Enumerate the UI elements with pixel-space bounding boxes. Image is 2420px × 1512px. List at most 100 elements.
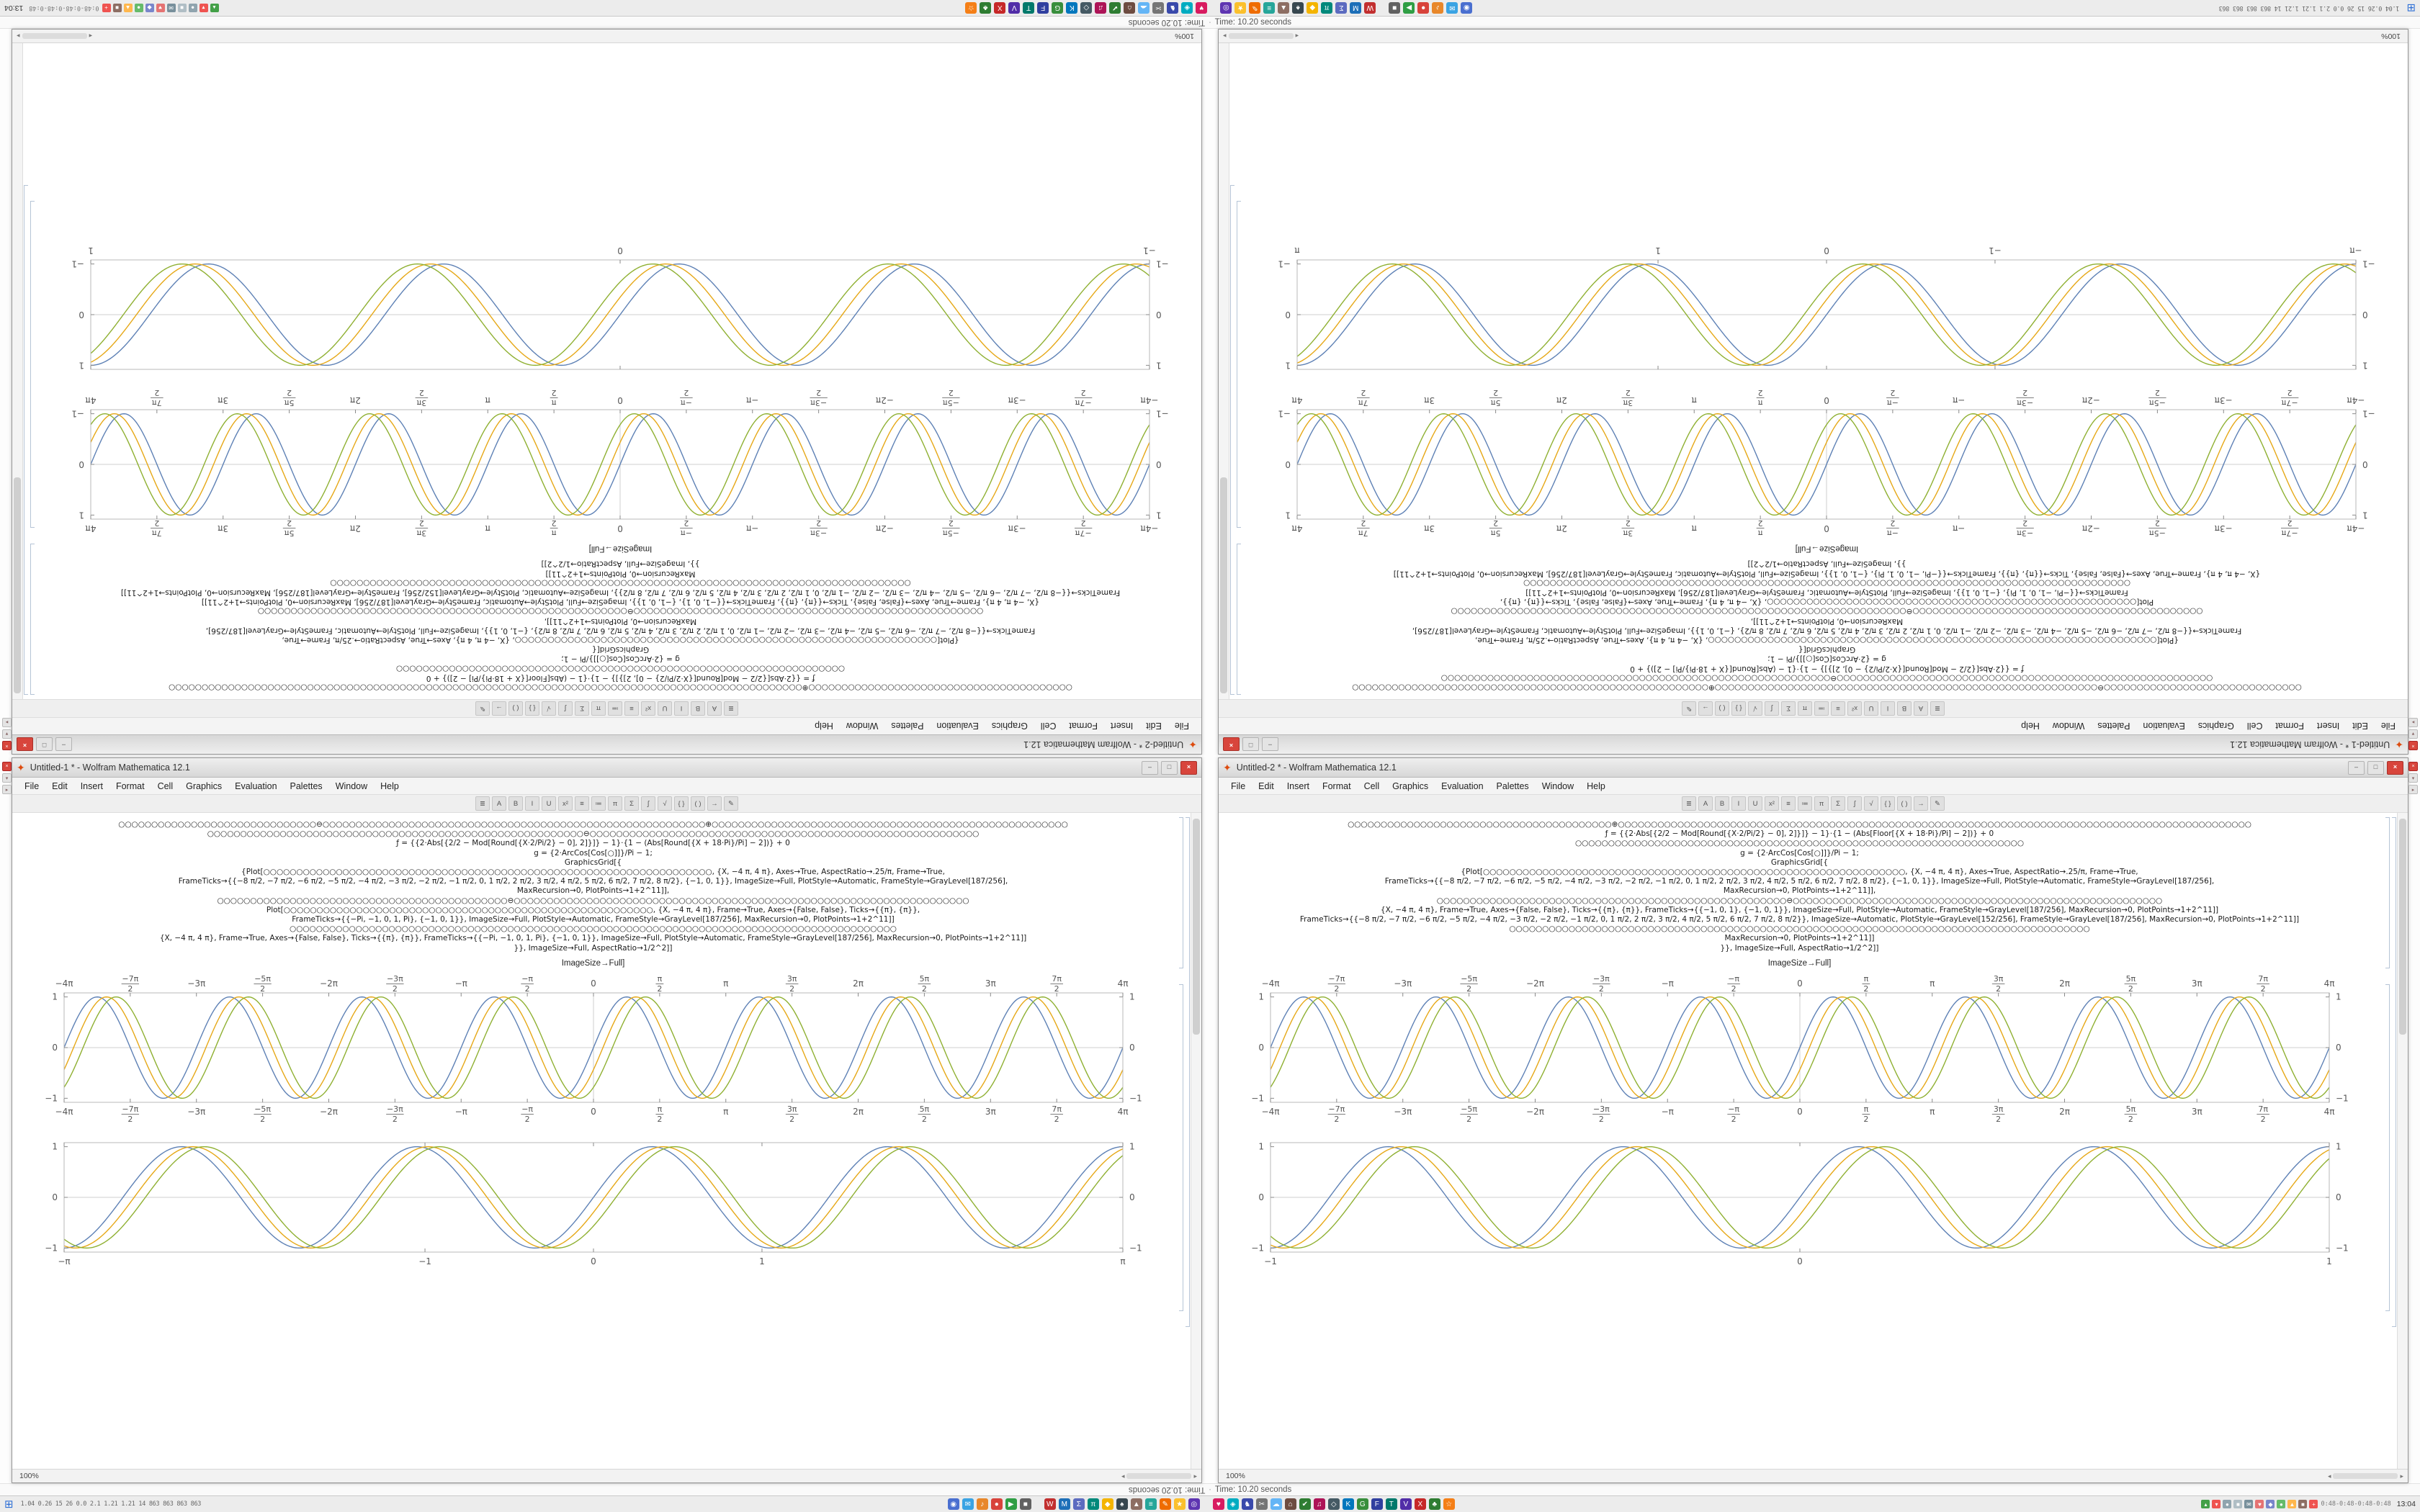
- tray-icon[interactable]: ■: [2233, 1500, 2243, 1508]
- toolbar-icon[interactable]: Σ: [575, 701, 589, 716]
- toolbar-icon[interactable]: x²: [1765, 796, 1779, 811]
- toolbar-icon[interactable]: ≡: [1831, 701, 1845, 716]
- toolbar-icon[interactable]: π: [1798, 701, 1812, 716]
- desktop-edge-widget[interactable]: ▸: [2408, 785, 2418, 794]
- toolbar-icon[interactable]: x²: [558, 796, 573, 811]
- taskbar-app-icon[interactable]: ■: [1019, 1498, 1031, 1510]
- taskbar-app-icon[interactable]: ♞: [1167, 2, 1179, 14]
- taskbar-app-icon[interactable]: ♪: [1432, 2, 1444, 14]
- taskbar-app-icon[interactable]: K: [1066, 2, 1078, 14]
- horizontal-scrollbar-thumb[interactable]: [2333, 1473, 2398, 1479]
- taskbar-app-icon[interactable]: π: [1087, 1498, 1099, 1510]
- taskbar-app-icon[interactable]: ♫: [1313, 1498, 1325, 1510]
- desktop-edge-widget[interactable]: ▸: [2, 785, 12, 794]
- menu-evaluation[interactable]: Evaluation: [235, 780, 277, 791]
- menu-format[interactable]: Format: [1069, 721, 1098, 732]
- minimize-button[interactable]: –: [1262, 737, 1278, 752]
- taskbar-app-icon[interactable]: T: [1023, 2, 1035, 14]
- horizontal-scrollbar[interactable]: ◂ ▸: [1121, 1472, 1197, 1480]
- tray-icon[interactable]: ◆: [145, 4, 154, 12]
- taskbar-app-icon[interactable]: ◆: [1101, 1498, 1113, 1510]
- toolbar-icon[interactable]: B: [1715, 796, 1729, 811]
- cell-bracket-input[interactable]: [1237, 544, 1241, 695]
- toolbar-icon[interactable]: U: [658, 701, 672, 716]
- toolbar-icon[interactable]: ≔: [591, 796, 606, 811]
- tray-icon[interactable]: ✉: [2244, 1500, 2254, 1508]
- scrollbar-thumb[interactable]: [1193, 819, 1200, 1035]
- toolbar-icon[interactable]: √: [542, 701, 556, 716]
- tray-icon[interactable]: ✉: [166, 4, 176, 12]
- menu-edit[interactable]: Edit: [1146, 721, 1162, 732]
- cell-bracket-outer[interactable]: [2392, 817, 2396, 1327]
- zoom-control[interactable]: 100%: [2381, 32, 2401, 40]
- taskbar-app-icon[interactable]: ◉: [1461, 2, 1473, 14]
- taskbar-app-icon[interactable]: V: [1399, 1498, 1412, 1510]
- taskbar-app-icon[interactable]: ✎: [1249, 2, 1261, 14]
- menu-help[interactable]: Help: [815, 721, 833, 732]
- toolbar-icon[interactable]: ✎: [1682, 701, 1696, 716]
- desktop-edge-widget[interactable]: ▾: [2408, 729, 2418, 739]
- taskbar-app-icon[interactable]: V: [1008, 2, 1021, 14]
- vertical-scrollbar[interactable]: [2397, 813, 2408, 1469]
- maximize-button[interactable]: □: [1161, 760, 1178, 775]
- scroll-left-arrow-icon[interactable]: ◂: [2327, 1472, 2331, 1480]
- minimize-button[interactable]: –: [1142, 760, 1158, 775]
- menu-cell[interactable]: Cell: [157, 780, 174, 791]
- taskbar-app-icon[interactable]: ◈: [1181, 2, 1193, 14]
- taskbar-app-icon[interactable]: ✂: [1255, 1498, 1268, 1510]
- zoom-control[interactable]: 100%: [19, 1472, 39, 1480]
- input-code-cell[interactable]: ○○○○○○○○○○○○○○○○○○○○○○○○○○○○○○○○○○○○○○○○…: [45, 556, 1196, 696]
- tray-icon[interactable]: ●: [2223, 1500, 2232, 1508]
- window-titlebar[interactable]: ✦ Untitled-1 * - Wolfram Mathematica 12.…: [1219, 734, 2408, 754]
- notebook-window-right[interactable]: ✦ Untitled-2 * - Wolfram Mathematica 12.…: [1218, 757, 2408, 1483]
- horizontal-scrollbar[interactable]: ◂ ▸: [17, 32, 92, 40]
- toolbar-icon[interactable]: ✎: [724, 796, 738, 811]
- taskbar-app-icon[interactable]: ♣: [980, 2, 992, 14]
- toolbar-icon[interactable]: B: [691, 701, 705, 716]
- taskbar-app-icon[interactable]: ◈: [1227, 1498, 1239, 1510]
- menu-help[interactable]: Help: [1587, 780, 1605, 791]
- toolbar-icon[interactable]: I: [1731, 796, 1746, 811]
- cell-bracket-outer[interactable]: [1186, 817, 1190, 1327]
- taskbar-app-icon[interactable]: ◎: [1188, 1498, 1200, 1510]
- maximize-button[interactable]: □: [1242, 737, 1259, 752]
- taskbar-app-icon[interactable]: ⌂: [1284, 1498, 1296, 1510]
- zoom-control[interactable]: 100%: [1226, 1472, 1245, 1480]
- taskbar-app-icon[interactable]: ♥: [1196, 2, 1208, 14]
- taskbar-app-icon[interactable]: X: [994, 2, 1006, 14]
- menu-insert[interactable]: Insert: [2317, 721, 2340, 732]
- vertical-scrollbar[interactable]: [1191, 813, 1201, 1469]
- cell-brackets[interactable]: [1174, 817, 1190, 1328]
- scrollbar-thumb[interactable]: [2399, 819, 2406, 1035]
- menu-format[interactable]: Format: [1322, 780, 1351, 791]
- taskbar-app-icon[interactable]: X: [1414, 1498, 1426, 1510]
- close-button[interactable]: ×: [2387, 760, 2403, 775]
- toolbar-icon[interactable]: ∫: [1847, 796, 1862, 811]
- scroll-left-arrow-icon[interactable]: ◂: [1121, 1472, 1125, 1480]
- taskbar-app-icon[interactable]: Σ: [1072, 1498, 1085, 1510]
- input-code-cell[interactable]: ○○○○○○○○○○○○○○○○○○○○○○○○○○○○○○⊖○○○○○○○○○…: [18, 816, 1168, 956]
- toolbar-icon[interactable]: U: [1864, 701, 1878, 716]
- taskbar-app-icon[interactable]: F: [1037, 2, 1049, 14]
- toolbar-icon[interactable]: A: [1698, 796, 1713, 811]
- toolbar-icon[interactable]: ≣: [475, 796, 490, 811]
- desktop-edge-widget[interactable]: ×: [2, 741, 12, 750]
- taskbar-app-icon[interactable]: ●: [990, 1498, 1003, 1510]
- window-titlebar[interactable]: ✦ Untitled-1 * - Wolfram Mathematica 12.…: [12, 758, 1201, 778]
- taskbar-app-icon[interactable]: ★: [1234, 2, 1247, 14]
- desktop-edge-widget[interactable]: ▸: [2408, 718, 2418, 727]
- toolbar-icon[interactable]: x²: [1847, 701, 1862, 716]
- desktop-edge-widget[interactable]: ▸: [2, 718, 12, 727]
- menu-file[interactable]: File: [1174, 721, 1189, 732]
- cell-bracket-input[interactable]: [2385, 817, 2390, 968]
- taskbar-app-icon[interactable]: M: [1350, 2, 1362, 14]
- taskbar-app-icon[interactable]: ♪: [976, 1498, 988, 1510]
- taskbar-app-icon[interactable]: Σ: [1335, 2, 1348, 14]
- maximize-button[interactable]: □: [36, 737, 53, 752]
- menu-graphics[interactable]: Graphics: [1392, 780, 1429, 791]
- toolbar-icon[interactable]: →: [1698, 701, 1713, 716]
- menu-cell[interactable]: Cell: [1040, 721, 1057, 732]
- taskbar-app-icon[interactable]: ♠: [1292, 2, 1304, 14]
- toolbar-icon[interactable]: →: [1914, 796, 1928, 811]
- close-button[interactable]: ×: [1180, 760, 1197, 775]
